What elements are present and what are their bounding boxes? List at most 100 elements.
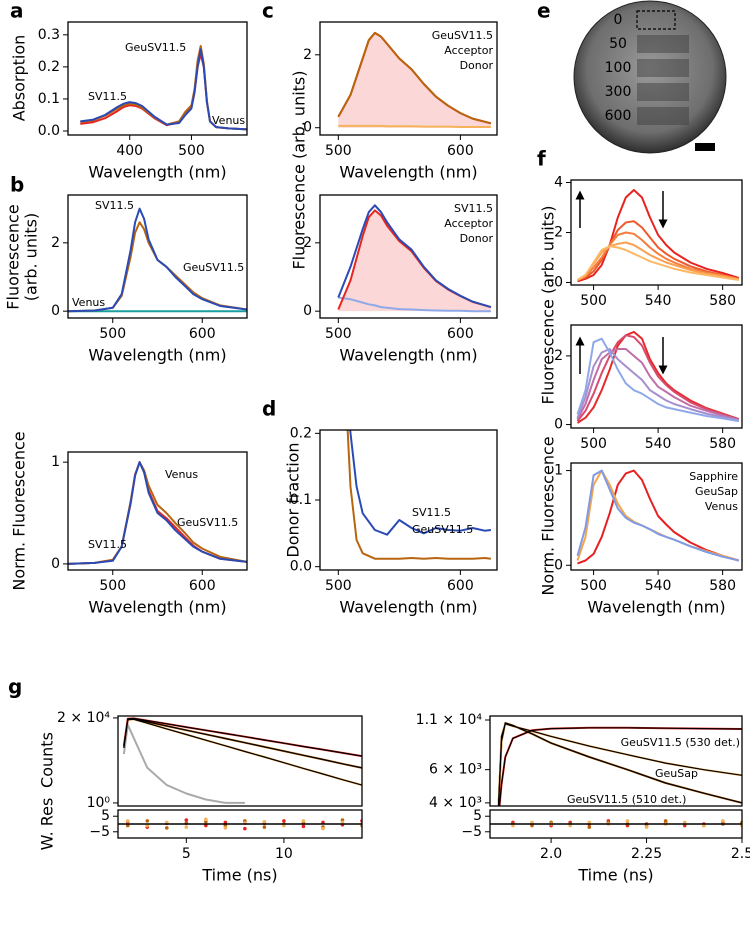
panel-label: g — [8, 675, 22, 699]
plot-area — [576, 330, 740, 424]
y-axis-label: Counts — [38, 732, 57, 788]
point — [145, 819, 150, 823]
x-axis-label: Wavelength (nm) — [339, 163, 477, 182]
series-label: GeuSV11.5 — [183, 261, 244, 274]
dose-region — [637, 59, 689, 77]
y-tick-label: −5 — [461, 824, 482, 840]
series-label: Venus — [72, 296, 105, 309]
point — [644, 825, 649, 829]
legend-label: GeuSap — [695, 485, 738, 498]
fit-line — [123, 718, 362, 786]
dose-region — [637, 35, 689, 53]
legend-label: Acceptor — [444, 44, 493, 57]
series-label: GeuSV11.5 (530 det.) — [621, 736, 740, 749]
x-tick-label: 500 — [99, 326, 126, 342]
dose-region — [637, 107, 689, 125]
y-axis-label: Donor fraction — [284, 442, 303, 557]
y-tick-label: 5 — [101, 808, 110, 824]
x-tick-label: 2.5 — [731, 846, 750, 862]
point — [184, 825, 189, 829]
fit-line — [497, 722, 742, 806]
legend-label: Acceptor — [444, 217, 493, 230]
y-tick-label: 4 — [554, 175, 563, 191]
series-label: GeuSap — [655, 767, 698, 780]
x-tick-label: 10 — [275, 846, 293, 862]
line — [338, 124, 491, 128]
fit-line — [123, 718, 362, 769]
y-tick-label: 1 — [554, 463, 563, 479]
x-tick-label: 2.25 — [631, 846, 662, 862]
axes-frame — [319, 194, 498, 319]
x-tick-label: 580 — [709, 436, 736, 452]
y-axis-label: W. Res — [38, 798, 57, 851]
plot-area — [497, 722, 742, 806]
axes-frame — [489, 715, 743, 807]
x-tick-label: 580 — [709, 293, 736, 309]
legend-label: Donor — [460, 59, 494, 72]
panel-label: d — [262, 397, 276, 421]
x-tick-label: 600 — [447, 143, 474, 159]
line — [577, 220, 740, 281]
axes-frame — [67, 451, 248, 571]
dose-label: 300 — [605, 84, 632, 100]
plot-area — [118, 817, 362, 831]
plot-area — [337, 204, 492, 313]
x-tick-label: 500 — [99, 578, 126, 594]
series-label: Venus — [212, 114, 245, 127]
area — [338, 32, 491, 128]
x-tick-label: 540 — [645, 578, 672, 594]
point — [262, 819, 267, 824]
y-tick-label: 1 — [51, 454, 60, 470]
axes-frame — [117, 809, 363, 839]
y-tick-label: 2 — [51, 235, 60, 251]
axes-frame — [319, 21, 498, 136]
x-axis-label: Wavelength (nm) — [339, 598, 477, 617]
axes-frame — [67, 194, 248, 319]
plot-area — [68, 207, 247, 313]
series-label: SV11.5 — [88, 90, 127, 103]
x-tick-label: 540 — [645, 436, 672, 452]
y-tick-label: 0 — [554, 275, 563, 291]
line — [337, 204, 492, 309]
y-tick-label: 2 — [303, 47, 312, 63]
y-tick-label: 2 — [554, 225, 563, 241]
panel-label: e — [537, 0, 551, 23]
point — [282, 819, 286, 823]
y-tick-label: 0 — [303, 303, 312, 319]
fit-line — [123, 717, 362, 757]
x-tick-label: 580 — [709, 578, 736, 594]
point — [243, 826, 247, 831]
area — [338, 210, 491, 312]
axes-frame — [319, 429, 498, 571]
y-axis-label: Fluorescence — [4, 204, 23, 309]
x-tick-label: 400 — [116, 143, 143, 159]
plot-area — [123, 717, 362, 803]
y-tick-label: 0 — [51, 556, 60, 572]
line — [349, 430, 492, 536]
y-tick-label: 0.0 — [38, 123, 60, 139]
x-tick-label: 500 — [580, 293, 607, 309]
y-tick-label: 0.0 — [290, 559, 312, 575]
axes-frame — [570, 324, 743, 429]
line — [576, 245, 739, 281]
y-tick-label: 2 — [554, 348, 563, 364]
axes-frame — [67, 21, 248, 136]
dose-label: 0 — [614, 12, 623, 28]
panel-label: f — [537, 147, 546, 171]
dose-label: 50 — [609, 36, 627, 52]
line — [576, 337, 739, 423]
line — [577, 469, 740, 565]
line — [346, 430, 492, 560]
legend-label: GeuSV11.5 — [432, 29, 493, 42]
y-tick-label: 0.2 — [38, 59, 60, 75]
x-tick-label: 500 — [580, 436, 607, 452]
y-tick-label: 0 — [303, 120, 312, 136]
plot-area — [80, 45, 247, 131]
point — [321, 826, 325, 831]
y-axis-label: Fluorescence (arb. units) — [539, 205, 558, 404]
y-axis-label: Norm. Fluorescence — [539, 436, 558, 595]
series-label: GeuSV11.5 — [412, 523, 473, 536]
plot-area — [490, 819, 742, 829]
scale-bar — [695, 143, 715, 151]
